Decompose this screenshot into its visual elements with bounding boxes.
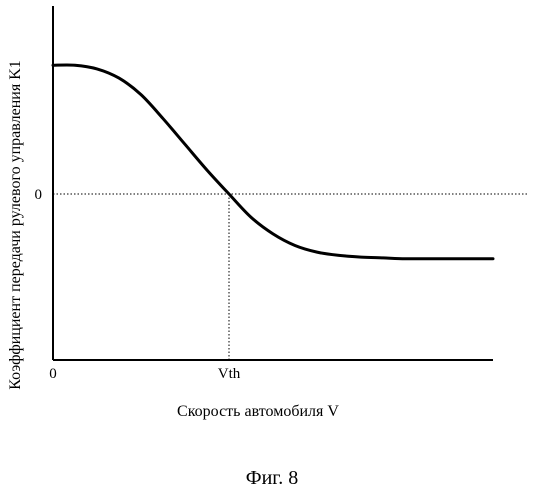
x-tick-label: Vth — [218, 366, 241, 382]
figure-caption: Фиг. 8 — [246, 467, 298, 489]
x-axis-title: Скорость автомобиля V — [177, 403, 339, 420]
series-lines — [53, 65, 493, 259]
tick-labels: 0 Vth 0 — [35, 187, 241, 382]
y-axis-title: Коэффициент передачи рулевого управления… — [7, 60, 24, 390]
axes — [53, 6, 493, 360]
x-tick-label: 0 — [49, 366, 57, 382]
y-tick-label: 0 — [35, 187, 43, 203]
k1-curve — [53, 65, 493, 259]
reference-lines — [53, 194, 528, 360]
